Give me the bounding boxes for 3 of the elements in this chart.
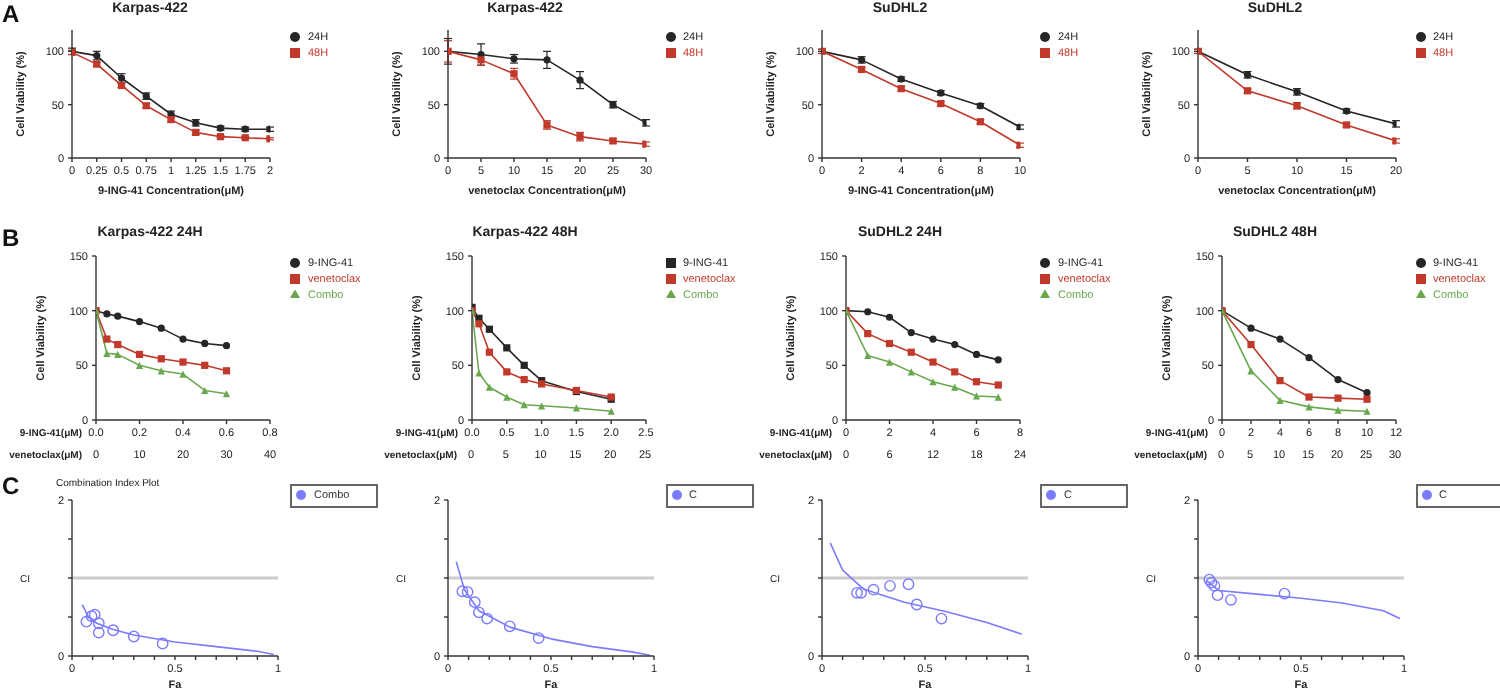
text: B (2, 224, 20, 252)
text: A (2, 0, 20, 28)
text: C (2, 472, 20, 500)
